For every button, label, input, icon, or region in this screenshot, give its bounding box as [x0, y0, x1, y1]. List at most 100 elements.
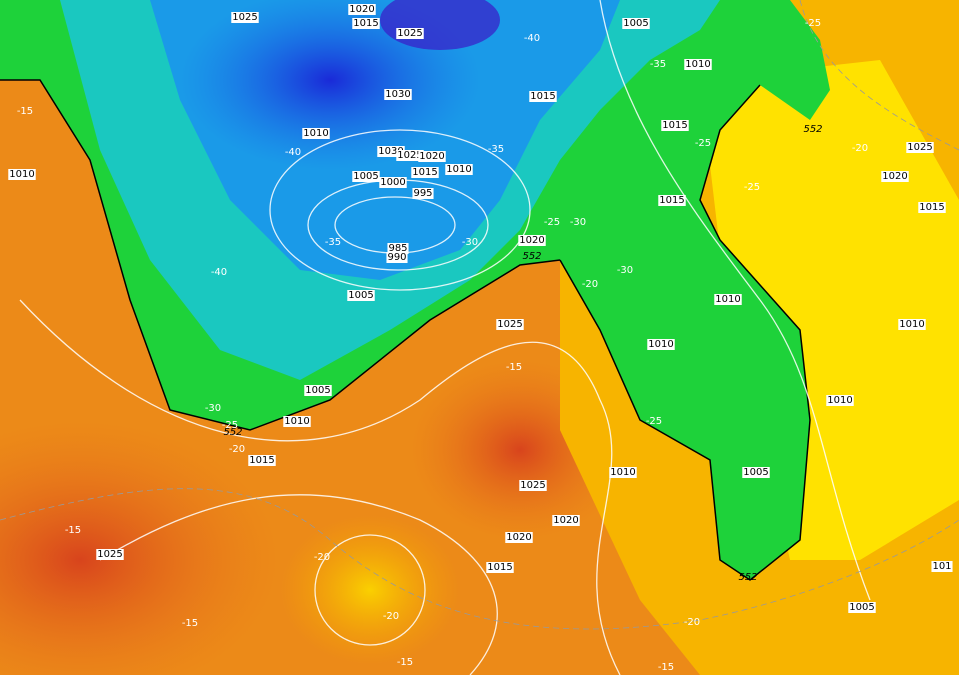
isobar-label: 1010: [446, 164, 471, 175]
isobar-label: 1010: [303, 128, 328, 139]
label-box: [412, 188, 434, 199]
thickness-contour: [0, 79, 561, 431]
temperature-label: -15: [17, 106, 33, 117]
thickness-label: 552: [803, 124, 822, 135]
isobar-label: 1025: [232, 12, 257, 23]
isobar-label: 1010: [648, 339, 673, 350]
temperature-label: -25: [744, 182, 760, 193]
isobar-label: 1005: [849, 602, 874, 613]
label-box: [302, 128, 330, 139]
isobar-label: 1005: [743, 467, 768, 478]
isobar-label: 1020: [519, 235, 544, 246]
isobar-label: 1020: [506, 532, 531, 543]
label-box: [445, 164, 473, 175]
temperature-label: -40: [524, 33, 540, 44]
label-box: [396, 28, 424, 39]
temperature-label: -25: [695, 138, 711, 149]
label-box: [906, 142, 934, 153]
temperature-label: -20: [314, 552, 330, 563]
label-box: [377, 146, 405, 157]
thickness-contour: [559, 84, 811, 581]
isobar-label: 1010: [899, 319, 924, 330]
label-box: [918, 202, 946, 213]
label-box: [248, 455, 276, 466]
isobar-label: 1025: [907, 142, 932, 153]
isobar-label: 1015: [919, 202, 944, 213]
isobars: [19, 0, 871, 675]
label-box: [379, 177, 407, 188]
label-box: [283, 416, 311, 427]
isobar-label: 1005: [353, 171, 378, 182]
isobar-label: 1025: [97, 549, 122, 560]
isobar-label: 1005: [623, 18, 648, 29]
label-box: [396, 150, 424, 161]
isobar-label: 1010: [715, 294, 740, 305]
temperature-label: -35: [650, 59, 666, 70]
label-box: [881, 171, 909, 182]
label-box: [348, 4, 376, 15]
temperature-label: -30: [205, 403, 221, 414]
label-box: [647, 339, 675, 350]
label-box: [552, 515, 580, 526]
label-box: [496, 319, 524, 330]
isobar-label: 1020: [882, 171, 907, 182]
isobar-label: 1025: [397, 150, 422, 161]
label-box: [931, 561, 953, 572]
temperature-label: -40: [285, 147, 301, 158]
label-box: [352, 18, 380, 29]
labels: 1025102010151025100510101015103010101030…: [8, 4, 953, 673]
isobar-label: 985: [388, 243, 407, 254]
isobar-label: 1015: [353, 18, 378, 29]
label-box: [8, 169, 36, 180]
label-box: [505, 532, 533, 543]
isobar-label: 1010: [827, 395, 852, 406]
isobar-label: 1020: [553, 515, 578, 526]
label-box: [518, 235, 546, 246]
isobar-label: 1020: [349, 4, 374, 15]
temperature-label: -35: [325, 237, 341, 248]
isobar-label: 1015: [249, 455, 274, 466]
label-box: [898, 319, 926, 330]
temperature-label: -15: [658, 662, 674, 673]
isobar-label: 1005: [348, 290, 373, 301]
label-box: [386, 252, 408, 263]
label-box: [609, 467, 637, 478]
temperature-label: -20: [582, 279, 598, 290]
isobar-label: 1030: [385, 89, 410, 100]
isobar-label: 1015: [662, 120, 687, 131]
label-box: [347, 290, 375, 301]
temperature-label: -15: [506, 362, 522, 373]
thickness-label: 552: [738, 572, 757, 583]
isobar-label: 1010: [685, 59, 710, 70]
isobar-label: 1025: [397, 28, 422, 39]
isobar-label: 101: [932, 561, 951, 572]
label-box: [519, 480, 547, 491]
label-box: [529, 91, 557, 102]
label-box: [304, 385, 332, 396]
temperature-label: -40: [211, 267, 227, 278]
thickness-label: 552: [522, 251, 541, 262]
isobar-label: 990: [387, 252, 406, 263]
cool-area: [280, 515, 460, 665]
temperature-label: -15: [182, 618, 198, 629]
label-box: [231, 12, 259, 23]
temperature-label: -25: [222, 420, 238, 431]
temperature-label: -30: [462, 237, 478, 248]
isobar-label: 1025: [497, 319, 522, 330]
isobar-label: 1000: [380, 177, 405, 188]
label-box: [622, 18, 650, 29]
label-box: [658, 195, 686, 206]
label-box: [848, 602, 876, 613]
label-box: [411, 167, 439, 178]
label-box: [418, 151, 446, 162]
label-box: [387, 243, 409, 254]
temperature-label: -20: [852, 143, 868, 154]
temperature-label: -30: [617, 265, 633, 276]
temperature-label: -20: [383, 611, 399, 622]
isobar-label: 1010: [9, 169, 34, 180]
label-box: [684, 59, 712, 70]
temperature-label: -15: [397, 657, 413, 668]
label-box: [384, 89, 412, 100]
temperature-label: -25: [544, 217, 560, 228]
